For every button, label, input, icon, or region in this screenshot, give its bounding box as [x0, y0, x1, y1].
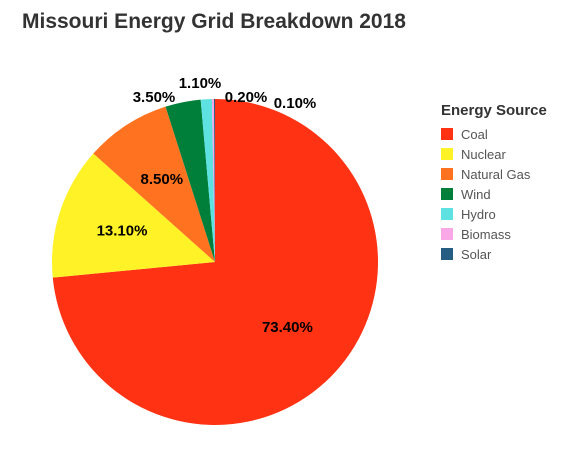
slice-label-coal: 73.40%: [262, 319, 313, 336]
legend-item-solar: Solar: [441, 244, 547, 264]
pie-slice-wind: [165, 99, 215, 262]
legend-label: Solar: [461, 246, 492, 262]
pie-slice-biomass: [211, 99, 215, 262]
legend: Energy Source Coal Nuclear Natural Gas Wind…: [441, 102, 547, 264]
legend-swatch: [441, 188, 453, 200]
legend-label: Hydro: [461, 206, 496, 222]
legend-label: Coal: [461, 126, 488, 142]
chart-title: Missouri Energy Grid Breakdown 2018: [22, 10, 406, 33]
legend-label: Biomass: [461, 226, 511, 242]
legend-item-coal: Coal: [441, 124, 547, 144]
pie-slice-labels: 73.40% 13.10% 8.50% 3.50%1.10%0.20% 0.10%: [97, 75, 317, 336]
legend-item-wind: Wind: [441, 184, 547, 204]
slice-label-biomass: 0.20%: [225, 89, 268, 106]
pie-slice-natural-gas: [93, 106, 215, 263]
legend-item-nuclear: Nuclear: [441, 144, 547, 164]
pie-slice-nuclear: [52, 153, 215, 278]
legend-item-biomass: Biomass: [441, 224, 547, 244]
legend-label: Natural Gas: [461, 166, 531, 182]
pie-slices: [52, 98, 379, 425]
legend-swatch: [441, 208, 453, 220]
legend-item-hydro: Hydro: [441, 204, 547, 224]
legend-swatch: [441, 248, 453, 260]
legend-swatch: [441, 148, 453, 160]
legend-label: Wind: [461, 186, 491, 202]
pie-slice-solar: [213, 98, 215, 262]
slice-label-nuclear: 13.10%: [97, 223, 148, 240]
slice-label-wind: 3.50%: [133, 89, 176, 106]
pie-slice-coal: [52, 99, 379, 425]
slice-label-solar: 0.10%: [274, 95, 317, 112]
slice-label-hydro: 1.10%: [179, 75, 222, 92]
pie-slice-hydro: [200, 99, 215, 262]
legend-swatch: [441, 228, 453, 240]
slice-label-natural-gas: 8.50%: [141, 171, 184, 188]
legend-item-natural-gas: Natural Gas: [441, 164, 547, 184]
legend-title: Energy Source: [441, 102, 547, 119]
legend-swatch: [441, 168, 453, 180]
legend-swatch: [441, 128, 453, 140]
legend-items: Coal Nuclear Natural Gas Wind Hydro Biomass So…: [441, 124, 547, 264]
legend-label: Nuclear: [461, 146, 506, 162]
